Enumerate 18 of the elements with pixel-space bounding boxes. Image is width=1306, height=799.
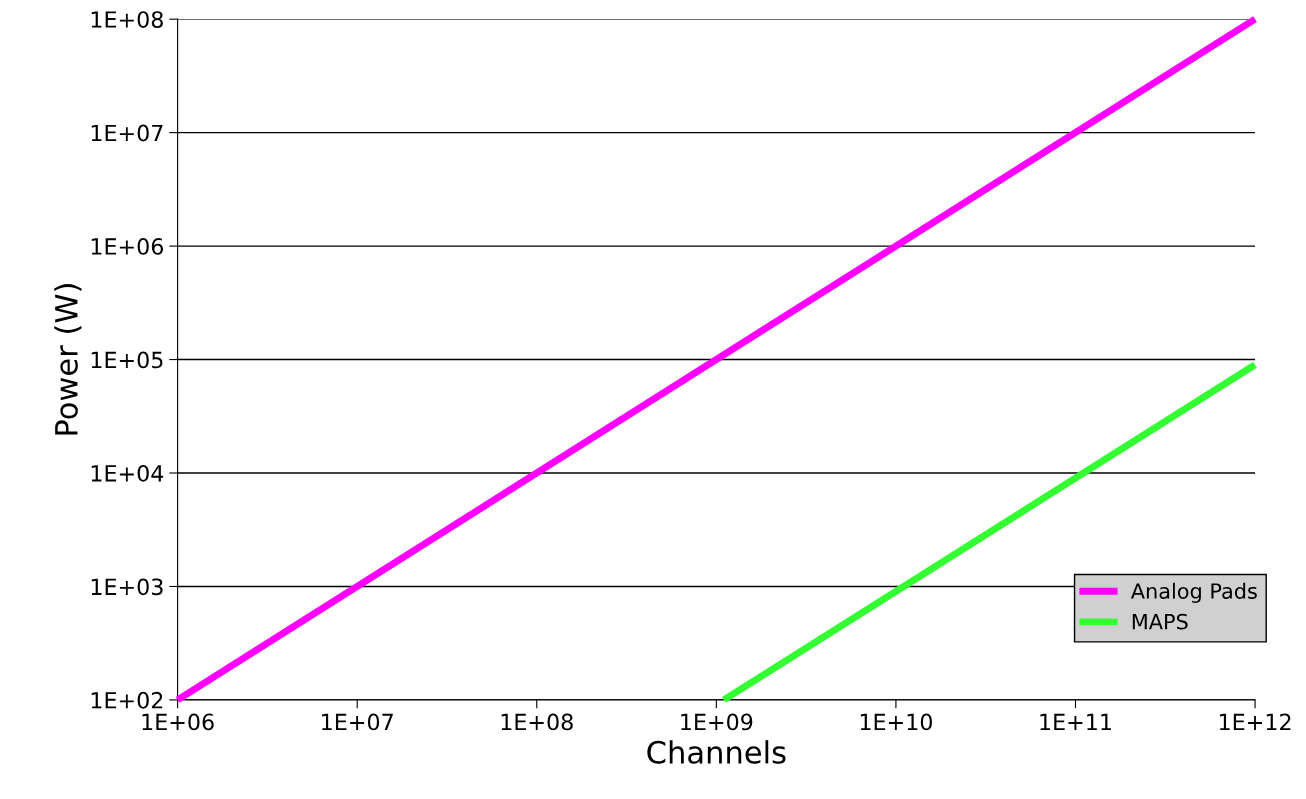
y-tick-label: 1E+06: [91, 238, 164, 255]
y-tick-label: 1E+08: [91, 11, 163, 28]
x-tick-label: 1E+11: [1040, 713, 1111, 730]
y-axis-title: Power (W): [54, 284, 82, 435]
y-tick-label: 1E+04: [91, 464, 164, 482]
x-tick-label: 1E+06: [142, 713, 214, 731]
y-tick-label: 1E+03: [91, 578, 163, 596]
x-tick-label: 1E+12: [1219, 713, 1291, 730]
x-tick-label: 1E+08: [501, 713, 573, 731]
legend-label: MAPS: [1132, 613, 1188, 630]
x-axis-title: Channels: [647, 740, 786, 764]
y-tick-label: 1E+07: [91, 124, 163, 142]
y-tick-label: 1E+02: [91, 691, 163, 709]
x-tick-label: 1E+07: [322, 713, 393, 731]
x-tick-label: 1E+09: [681, 713, 753, 731]
x-tick-label: 1E+10: [860, 713, 932, 731]
legend-label: Analog Pads: [1130, 582, 1257, 603]
y-tick-label: 1E+05: [91, 351, 163, 369]
